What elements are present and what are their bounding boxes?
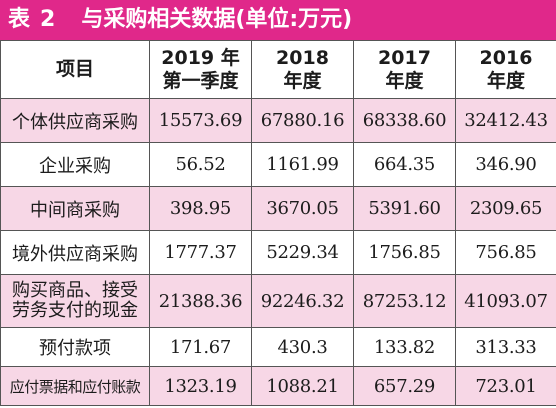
header-2019q1: 2019 年第一季度 bbox=[149, 40, 252, 99]
cell-2017: 87253.12 bbox=[353, 274, 456, 328]
cell-2016: 41093.07 bbox=[455, 274, 556, 328]
cell-2018: 1088.21 bbox=[251, 366, 354, 406]
cell-2018: 3670.05 bbox=[251, 186, 354, 231]
header-row: 项目 2019 年第一季度 2018 年度 2017 年度 2016 年度 bbox=[0, 40, 556, 99]
cell-2016: 723.01 bbox=[455, 366, 556, 406]
cell-2019q1: 398.95 bbox=[149, 186, 252, 231]
cell-2019q1: 56.52 bbox=[149, 142, 252, 187]
cell-2016: 32412.43 bbox=[455, 98, 556, 143]
cell-2019q1: 1777.37 bbox=[149, 230, 252, 275]
table-row: 预付款项 171.67 430.3 133.82 313.33 bbox=[0, 327, 556, 367]
header-2016: 2016 年度 bbox=[455, 40, 556, 99]
cell-2017: 5391.60 bbox=[353, 186, 456, 231]
cell-2016: 2309.65 bbox=[455, 186, 556, 231]
cell-2017: 68338.60 bbox=[353, 98, 456, 143]
cell-2018: 5229.34 bbox=[251, 230, 354, 275]
row-label: 境外供应商采购 bbox=[0, 230, 150, 275]
header-item: 项目 bbox=[0, 40, 150, 99]
title-number: 2 bbox=[40, 7, 56, 32]
row-label: 企业采购 bbox=[0, 142, 150, 187]
cell-2019q1: 15573.69 bbox=[149, 98, 252, 143]
table-row: 境外供应商采购 1777.37 5229.34 1756.85 756.85 bbox=[0, 230, 556, 275]
title-label: 表 bbox=[8, 7, 31, 32]
cell-2018: 1161.99 bbox=[251, 142, 354, 187]
row-label: 应付票据和应付账款 bbox=[0, 366, 150, 406]
row-label: 购买商品、接受 劳务支付的现金 bbox=[0, 274, 150, 328]
cell-2016: 313.33 bbox=[455, 327, 556, 367]
row-label: 个体供应商采购 bbox=[0, 98, 150, 143]
table-row: 企业采购 56.52 1161.99 664.35 346.90 bbox=[0, 142, 556, 187]
title-text: 与采购相关数据(单位:万元) bbox=[81, 7, 353, 32]
cell-2019q1: 171.67 bbox=[149, 327, 252, 367]
cell-2016: 346.90 bbox=[455, 142, 556, 187]
row-label: 中间商采购 bbox=[0, 186, 150, 231]
cell-2019q1: 1323.19 bbox=[149, 366, 252, 406]
table-row: 应付票据和应付账款 1323.19 1088.21 657.29 723.01 bbox=[0, 366, 556, 406]
table-row: 购买商品、接受 劳务支付的现金 21388.36 92246.32 87253.1… bbox=[0, 274, 556, 328]
header-2017: 2017 年度 bbox=[353, 40, 456, 99]
header-2018: 2018 年度 bbox=[251, 40, 354, 99]
table-row: 中间商采购 398.95 3670.05 5391.60 2309.65 bbox=[0, 186, 556, 231]
cell-2017: 133.82 bbox=[353, 327, 456, 367]
cell-2018: 430.3 bbox=[251, 327, 354, 367]
cell-2017: 1756.85 bbox=[353, 230, 456, 275]
cell-2019q1: 21388.36 bbox=[149, 274, 252, 328]
cell-2018: 67880.16 bbox=[251, 98, 354, 143]
cell-2018: 92246.32 bbox=[251, 274, 354, 328]
cell-2016: 756.85 bbox=[455, 230, 556, 275]
data-table: 项目 2019 年第一季度 2018 年度 2017 年度 2016 年度 个体供应商… bbox=[0, 40, 556, 406]
row-label: 预付款项 bbox=[0, 327, 150, 367]
table-title: 表 2 与采购相关数据(单位:万元) bbox=[0, 0, 556, 40]
cell-2017: 657.29 bbox=[353, 366, 456, 406]
cell-2017: 664.35 bbox=[353, 142, 456, 187]
table-row: 个体供应商采购 15573.69 67880.16 68338.60 32412… bbox=[0, 98, 556, 143]
